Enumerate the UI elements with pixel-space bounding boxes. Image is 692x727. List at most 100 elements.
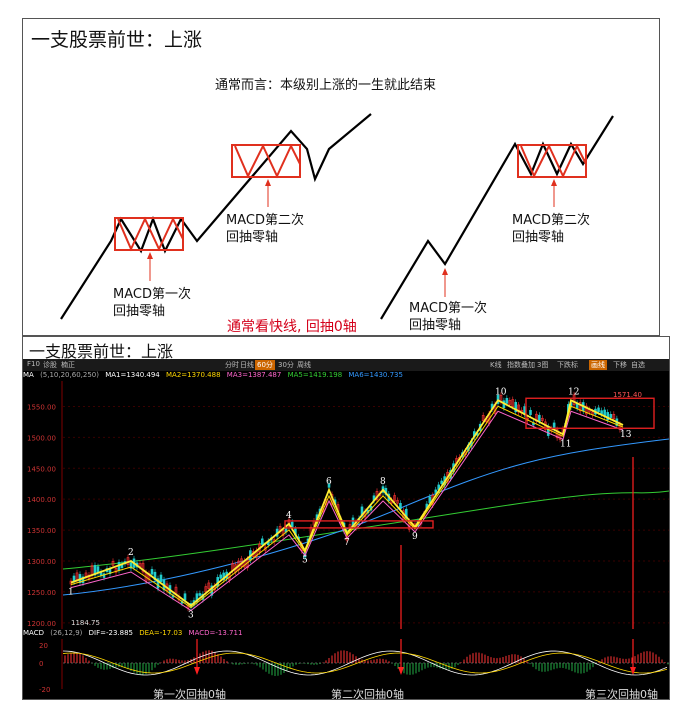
- candle-body: [578, 402, 582, 412]
- left-box-2: [231, 144, 301, 178]
- toolbar-item[interactable]: 下跌标: [557, 361, 578, 369]
- zero-axis-label-3: 第三次回抽0轴: [585, 688, 658, 700]
- candle-body: [541, 417, 544, 421]
- label-c-line1: MACD第一次: [409, 301, 487, 316]
- macd-params: (26,12,9): [50, 629, 83, 637]
- candle-body: [260, 538, 264, 545]
- toolbar-item[interactable]: 分时: [225, 361, 239, 369]
- pivot-zigzag: [70, 398, 624, 607]
- y-tick-label: 1550.00: [27, 403, 56, 411]
- label-c-line2: 回抽零轴: [409, 318, 462, 333]
- ma-legend-bar: MA (5,10,20,60,250) MA1=1340.494 MA2=137…: [23, 371, 669, 381]
- label-b-line2: 回抽零轴: [226, 230, 279, 245]
- ma6-line: [62, 438, 669, 596]
- candle-body: [156, 578, 160, 589]
- candle-body: [114, 568, 118, 573]
- toolbar-item[interactable]: 周线: [297, 361, 311, 369]
- label-a-line1: MACD第一次: [113, 287, 191, 302]
- left-box-1: [114, 217, 184, 251]
- candle-body: [538, 414, 541, 422]
- ma2-line: [70, 405, 624, 609]
- label-second-pullback-left: MACD第二次 回抽零轴: [226, 212, 304, 246]
- candle-body: [396, 500, 399, 504]
- stock-chart-header: 一支股票前世：上涨: [23, 337, 669, 361]
- right-box-zigzag: [520, 143, 587, 179]
- pivot-label: 12: [568, 387, 579, 397]
- candle-body: [481, 415, 485, 422]
- stock-chart-title: 一支股票前世：上涨: [29, 342, 174, 361]
- candle-body: [514, 401, 518, 413]
- schematic-panel: 一支股票前世：上涨 通常而言：本级别上涨的一生就此结束 MACD第一次 回抽零轴…: [22, 18, 660, 336]
- pivot-label: 8: [380, 477, 386, 487]
- pivot-label: 1: [68, 588, 74, 598]
- toolbar-item[interactable]: 自选: [631, 361, 645, 369]
- ma-legend-params: (5,10,20,60,250): [40, 371, 99, 379]
- candle-body: [393, 495, 396, 502]
- ma-legend-name: MA: [23, 371, 34, 379]
- macd-value: MACD=-13.711: [188, 629, 243, 637]
- toolbar-item[interactable]: 30分: [278, 361, 294, 369]
- ma3-line: [70, 410, 624, 612]
- zero-axis-label-2: 第二次回抽0轴: [331, 688, 404, 700]
- toolbar-item[interactable]: 指数叠加: [507, 361, 535, 369]
- candle-body: [505, 398, 509, 404]
- candle-body: [287, 519, 291, 527]
- pullback-arrow-head: [630, 667, 636, 675]
- red-note: 通常看快线, 回抽0轴: [227, 319, 357, 335]
- label-a-line2: 回抽零轴: [113, 304, 166, 319]
- pivot-label: 3: [188, 611, 194, 621]
- consolidation-box-1: [284, 520, 434, 529]
- toolbar-item[interactable]: 楠正: [61, 361, 75, 369]
- toolbar-item-active[interactable]: 画线: [589, 360, 607, 370]
- y-tick-label: 1400.00: [27, 496, 56, 504]
- ma1-value: MA1=1340.494: [105, 371, 160, 379]
- candle-body: [399, 502, 402, 510]
- dea-line: [62, 652, 668, 674]
- y-tick-label: 1500.00: [27, 434, 56, 442]
- pullback-arrow-head: [398, 667, 404, 675]
- label-second-pullback-right: MACD第二次 回抽零轴: [512, 212, 590, 246]
- toolbar-item[interactable]: 下移: [613, 361, 627, 369]
- pivot-label: 7: [344, 538, 350, 548]
- candle-body: [93, 565, 97, 576]
- toolbar-item[interactable]: F10: [27, 360, 40, 368]
- toolbar-item[interactable]: K线: [490, 361, 502, 369]
- toolbar-item[interactable]: 诊股: [43, 361, 57, 369]
- right-box: [517, 144, 587, 178]
- pivot-label: 5: [302, 555, 308, 565]
- candle-body: [327, 483, 331, 488]
- candle-body: [159, 574, 163, 582]
- macd-name: MACD: [23, 629, 44, 637]
- candle-body: [195, 593, 199, 603]
- pivot-label: 9: [412, 532, 418, 542]
- schematic-subtitle: 通常而言：本级别上涨的一生就此结束: [215, 78, 437, 93]
- left-box-2-zigzag: [234, 143, 301, 179]
- candle-body: [84, 572, 88, 577]
- macd-y-tick: -20: [39, 686, 50, 694]
- chart-toolbar: F10 诊股 楠正 分时 日线 60分 30分 周线 K线 指数叠加 3图 下跌…: [23, 359, 669, 371]
- pivot-label: 6: [326, 477, 332, 487]
- schematic-drawing: [60, 113, 614, 320]
- candle-body: [150, 569, 154, 575]
- macd-legend-bar: MACD (26,12,9) DIF=-23.885 DEA=-17.03 MA…: [23, 629, 669, 639]
- label-first-pullback-right: MACD第一次 回抽零轴: [409, 300, 487, 334]
- candle-body: [606, 412, 610, 421]
- candle-body: [440, 480, 443, 485]
- candle-body: [81, 576, 85, 584]
- label-d-line2: 回抽零轴: [512, 230, 565, 245]
- right-arrow-1-head: [442, 268, 448, 275]
- right-trend-line: [380, 115, 614, 320]
- toolbar-item-active[interactable]: 60分: [255, 360, 275, 370]
- zero-axis-label-1: 第一次回抽0轴: [153, 688, 226, 700]
- left-trend-line: [60, 113, 372, 320]
- candle-body: [207, 582, 211, 589]
- toolbar-item[interactable]: 日线: [240, 361, 254, 369]
- candle-body: [204, 586, 208, 593]
- label-d-line1: MACD第二次: [512, 213, 590, 228]
- candle-body: [597, 407, 600, 413]
- toolbar-item[interactable]: 3图: [537, 361, 549, 369]
- candle-body: [584, 405, 588, 415]
- candle-body: [281, 530, 285, 536]
- left-arrow-1-head: [147, 252, 153, 259]
- candlestick-chart: 1200.00 1250.00 1300.00 1350.00 1400.00 1450.…: [27, 381, 669, 694]
